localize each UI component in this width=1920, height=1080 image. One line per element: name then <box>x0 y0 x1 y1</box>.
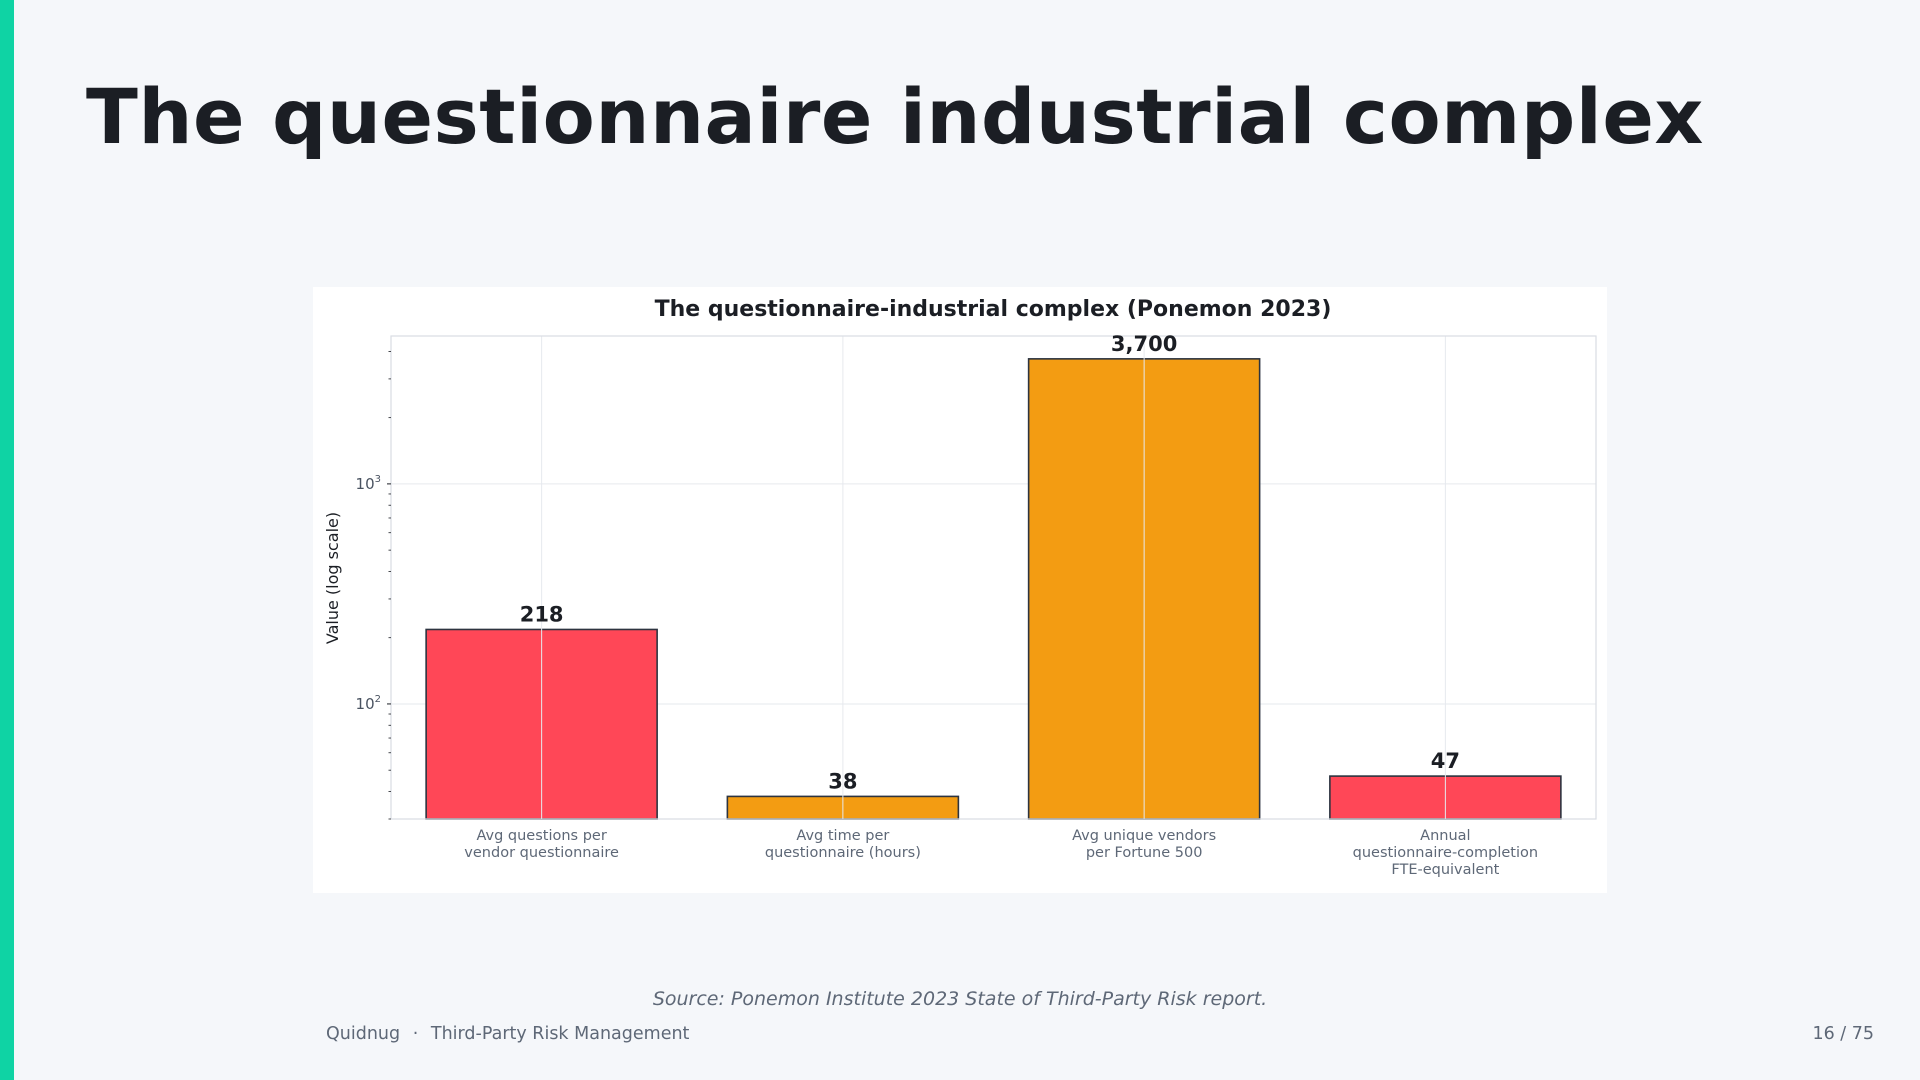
slide-title: The questionnaire industrial complex <box>86 72 1704 161</box>
bar-value-label: 47 <box>1431 749 1460 773</box>
bar-chart: The questionnaire-industrial complex (Po… <box>323 297 1597 878</box>
bar-value-label: 38 <box>828 769 857 793</box>
footer-section: Third-Party Risk Management <box>430 1024 690 1044</box>
x-category-label: Annual questionnaire-completion FTE-equiva… <box>1353 828 1538 878</box>
y-tick-label: 103 <box>356 474 381 493</box>
bar-layer <box>425 358 1562 820</box>
chart-card: The questionnaire-industrial complex (Po… <box>313 287 1607 893</box>
x-category-label: Avg questions per vendor questionnaire <box>464 828 619 861</box>
page-number: 16 / 75 <box>1812 1024 1874 1044</box>
x-category-label: Avg time per questionnaire (hours) <box>765 828 921 861</box>
bar-value-label: 3,700 <box>1111 332 1177 356</box>
vertical-grid-layer <box>541 336 1446 819</box>
axis-layer: 102 103 <box>356 351 391 820</box>
y-axis-label: Value (log scale) <box>323 512 342 644</box>
x-category-label: Avg unique vendors per Fortune 500 <box>1072 828 1216 861</box>
chart-title: The questionnaire-industrial complex (Po… <box>655 297 1332 322</box>
label-layer: 218 Avg questions per vendor questionnaire… <box>464 332 1538 878</box>
bar-value-label: 218 <box>520 602 564 626</box>
footer-brand: Quidnug <box>326 1024 401 1044</box>
source-note: Source: Ponemon Institute 2023 State of … <box>652 988 1268 1010</box>
plot-frame <box>390 335 1597 820</box>
footer-separator: · <box>412 1024 419 1044</box>
y-tick-label: 102 <box>356 694 381 713</box>
footer-left: Quidnug · Third-Party Risk Management <box>326 1024 689 1044</box>
accent-bar <box>0 0 14 1080</box>
